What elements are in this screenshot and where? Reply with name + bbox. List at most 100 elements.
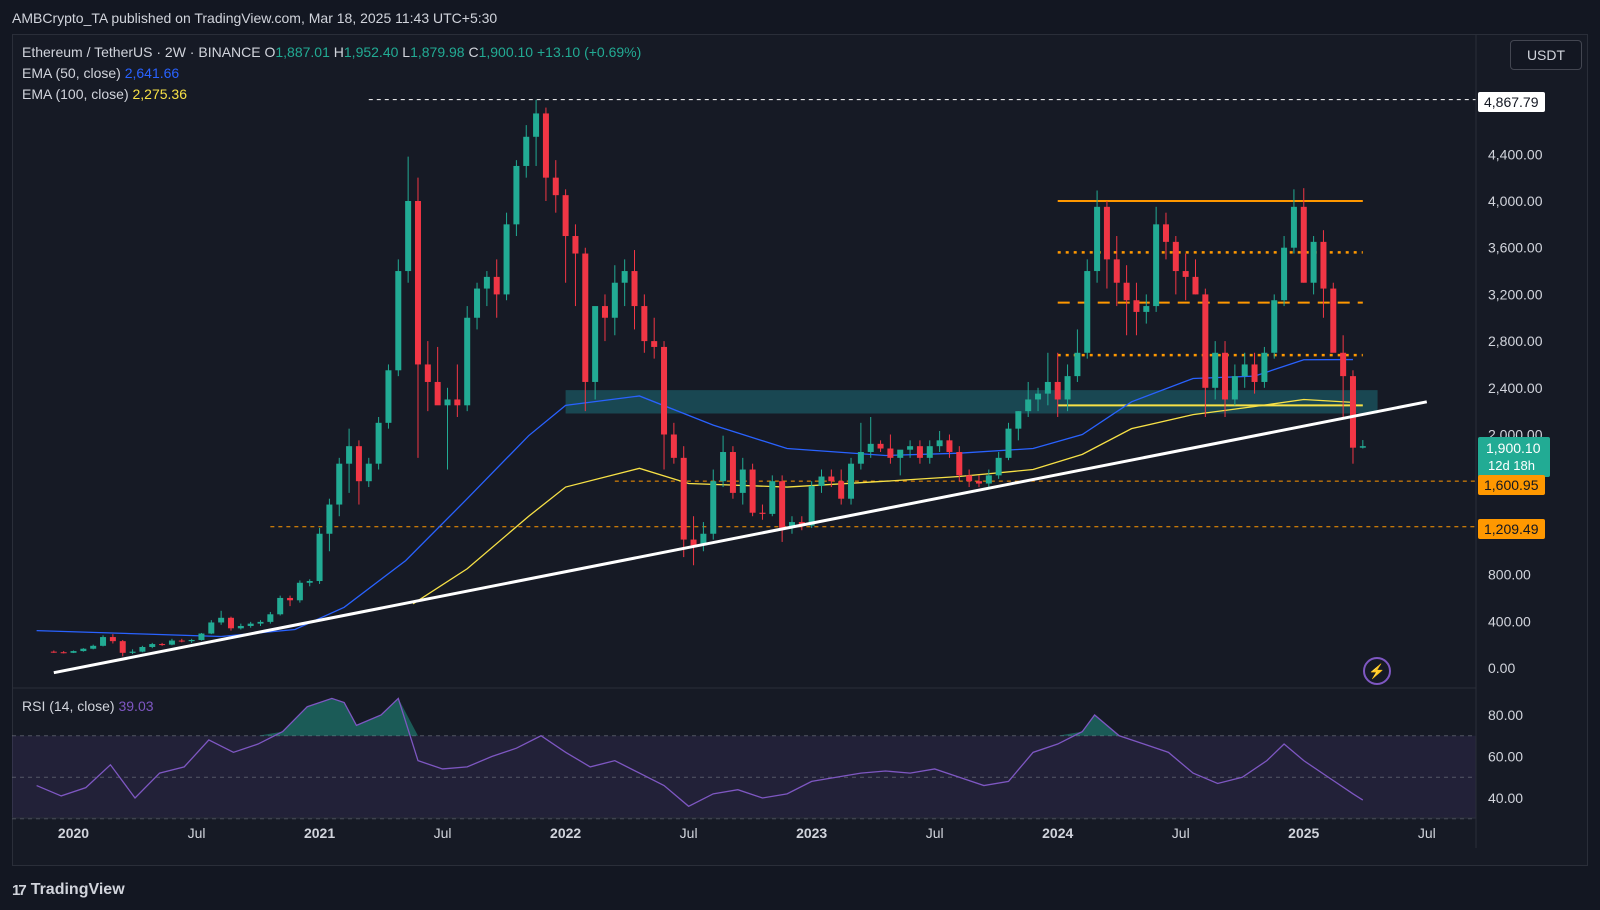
candle-97	[1005, 428, 1012, 458]
candle-58	[621, 271, 628, 283]
candle-34	[385, 370, 392, 423]
low-value: 1,879.98	[410, 44, 465, 60]
time-tick-7: Jul	[926, 825, 944, 841]
candle-9	[139, 646, 146, 652]
candle-113	[1162, 224, 1169, 242]
candle-89	[926, 446, 933, 458]
price-tick-7: 2,800.00	[1488, 333, 1543, 349]
candle-100	[1035, 393, 1042, 400]
candle-64	[680, 457, 687, 540]
candle-27	[316, 533, 323, 582]
candle-51	[552, 177, 559, 196]
tradingview-logo[interactable]: 17 TradingView	[12, 881, 125, 899]
current-price-tag: 1,900.10 12d 18h	[1478, 437, 1550, 477]
candle-83	[867, 443, 874, 453]
candle-35	[395, 271, 402, 371]
rsi-label: RSI (14, close)	[22, 698, 115, 714]
candle-21	[257, 621, 264, 624]
rsi-tick-0: 40.00	[1488, 790, 1523, 806]
candle-48	[523, 136, 530, 166]
time-tick-6: 2023	[796, 825, 827, 841]
candle-104	[1074, 352, 1081, 377]
rsi-pane	[12, 697, 1476, 820]
candle-26	[306, 581, 313, 583]
price-tick-11: 4,400.00	[1488, 146, 1543, 162]
candle-37	[414, 201, 421, 365]
candle-46	[503, 224, 510, 295]
candle-13	[178, 640, 185, 642]
candle-43	[474, 288, 481, 318]
candle-60	[641, 306, 648, 342]
candle-45	[493, 276, 500, 295]
candle-28	[326, 504, 333, 534]
time-tick-11: Jul	[1418, 825, 1436, 841]
candle-84	[877, 443, 884, 449]
candle-101	[1044, 381, 1051, 394]
ema100-value: 2,275.36	[132, 86, 188, 102]
rsi-tick-1: 60.00	[1488, 749, 1523, 765]
candle-105	[1084, 271, 1091, 353]
candle-14	[188, 639, 195, 642]
support-1-tag: 1,600.95	[1478, 475, 1545, 495]
candle-11	[159, 644, 166, 646]
price-tick-2: 800.00	[1488, 567, 1531, 583]
candle-69	[729, 452, 736, 493]
open-label: O	[264, 44, 276, 60]
candle-32	[365, 463, 372, 482]
candle-5	[100, 637, 107, 646]
candle-74	[779, 481, 786, 528]
candle-96	[995, 457, 1002, 476]
candle-33	[375, 422, 382, 464]
low-label: L	[402, 44, 411, 60]
candle-73	[769, 481, 776, 514]
candle-88	[916, 446, 923, 458]
candle-19	[237, 625, 244, 629]
rsi-tick-2: 80.00	[1488, 707, 1523, 723]
candle-62	[661, 346, 668, 435]
candle-116	[1192, 276, 1199, 295]
candle-22	[267, 614, 274, 622]
candle-94	[975, 481, 982, 484]
ema100-label: EMA (100, close)	[22, 86, 129, 102]
time-tick-8: 2024	[1042, 825, 1073, 841]
candle-7	[119, 641, 126, 653]
trendline	[53, 400, 1428, 675]
lightning-icon[interactable]: ⚡	[1363, 657, 1391, 685]
currency-button[interactable]: USDT	[1510, 40, 1582, 70]
candle-38	[424, 364, 431, 382]
candle-30	[346, 446, 353, 464]
candle-67	[710, 481, 717, 534]
price-tick-0: 0.00	[1488, 660, 1515, 676]
candle-133	[1359, 446, 1366, 448]
price-tick-6: 2,400.00	[1488, 380, 1543, 396]
candle-120	[1231, 376, 1238, 400]
candle-20	[247, 623, 254, 626]
candle-118	[1212, 352, 1219, 388]
candle-18	[227, 617, 234, 629]
candle-132	[1349, 376, 1356, 448]
candle-16	[208, 622, 215, 634]
candle-0	[50, 651, 57, 653]
candle-91	[946, 440, 953, 453]
price-tick-9: 3,600.00	[1488, 240, 1543, 256]
brand-label: TradingView	[30, 881, 125, 898]
candle-56	[601, 306, 608, 318]
candle-80	[838, 481, 845, 499]
candle-40	[444, 399, 451, 406]
candle-129	[1320, 241, 1327, 289]
ema100-legend: EMA (100, close) 2,275.36	[22, 86, 187, 102]
candle-98	[1015, 411, 1022, 429]
high-label: H	[333, 44, 344, 60]
candle-131	[1340, 352, 1347, 377]
current-price: 1,900.10	[1486, 440, 1541, 456]
candle-39	[434, 381, 441, 406]
open-value: 1,887.01	[275, 44, 330, 60]
candle-107	[1103, 206, 1110, 260]
candle-130	[1330, 288, 1337, 353]
time-tick-5: Jul	[680, 825, 698, 841]
time-tick-3: Jul	[434, 825, 452, 841]
candle-31	[355, 446, 362, 482]
candle-68	[720, 452, 727, 482]
ema100-line	[412, 398, 1354, 605]
